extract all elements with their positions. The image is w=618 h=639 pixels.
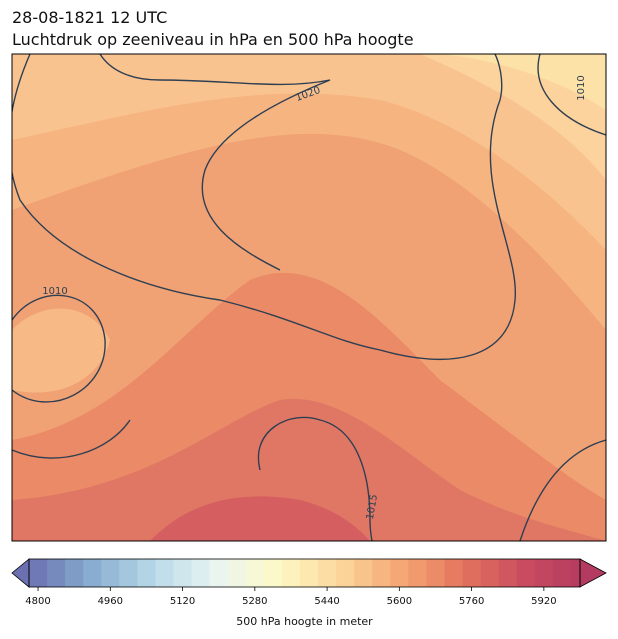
colorbar-tick-label: 5440: [314, 596, 339, 607]
colorbar-segment: [245, 559, 265, 587]
colorbar-segment: [336, 559, 355, 587]
colorbar-segment: [65, 559, 84, 587]
colorbar-tick-label: 4960: [98, 596, 123, 607]
isobar-label: 1015: [365, 494, 380, 521]
colorbar-segment: [191, 559, 211, 587]
colorbar-tick-label: 5600: [387, 596, 412, 607]
title: 28-08-1821 12 UTC: [12, 8, 168, 27]
colorbar-segment: [480, 559, 500, 587]
colorbar-segment: [47, 559, 66, 587]
colorbar-segment: [155, 559, 175, 587]
colorbar-segment: [318, 559, 337, 587]
colorbar-segment: [390, 559, 409, 587]
colorbar-segment: [299, 559, 319, 587]
subtitle: Luchtdruk op zeeniveau in hPa en 500 hPa…: [12, 30, 414, 49]
colorbar-segment: [101, 559, 120, 587]
colorbar-segment: [173, 559, 193, 587]
map-frame: [11, 53, 607, 542]
colorbar-segment: [29, 559, 48, 587]
colorbar-tick-label: 5120: [170, 596, 195, 607]
colorbar-tick-label: 5920: [531, 596, 556, 607]
colorbar-segment: [372, 559, 391, 587]
isobar-label: 1010: [576, 75, 587, 100]
colorbar-segment: [552, 559, 572, 587]
height-field: [12, 54, 606, 541]
colorbar-tick-label: 5280: [242, 596, 267, 607]
isobars: [12, 54, 606, 541]
colorbar-segment: [83, 559, 102, 587]
colorbar-segment: [462, 559, 482, 587]
colorbar-segment: [426, 559, 446, 587]
colorbar-segment: [444, 559, 464, 587]
colorbar-segment: [516, 559, 536, 587]
colorbar-segment: [209, 559, 229, 587]
colorbar-segment: [534, 559, 554, 587]
colorbar-tick-label: 5760: [459, 596, 484, 607]
colorbar-segment: [498, 559, 518, 587]
colorbar-segment: [119, 559, 138, 587]
colorbar-label: 500 hPa hoogte in meter: [236, 615, 373, 628]
colorbar-tick-label: 4800: [25, 596, 50, 607]
colorbar-segment: [263, 559, 283, 587]
colorbar-segment: [137, 559, 156, 587]
colorbar-segment: [570, 559, 581, 587]
colorbar-segment: [281, 559, 301, 587]
colorbar-segment: [227, 559, 247, 587]
colorbar-frame: [28, 558, 581, 588]
isobar-label: 1010: [42, 286, 67, 297]
colorbar-extend-high: [579, 558, 607, 588]
colorbar-segment: [408, 559, 427, 587]
colorbar-segment: [354, 559, 373, 587]
colorbar-extend-low: [11, 558, 30, 588]
